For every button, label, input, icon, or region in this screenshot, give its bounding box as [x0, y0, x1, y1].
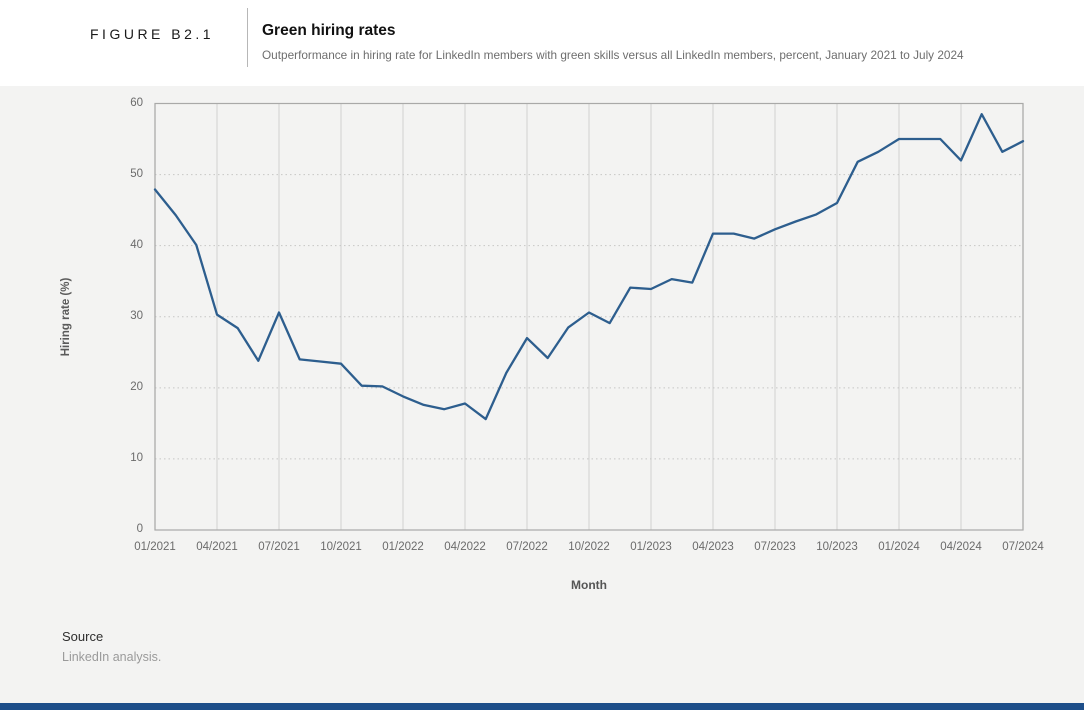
x-tick-label: 04/2022 — [444, 541, 486, 553]
x-tick-label: 07/2022 — [506, 541, 548, 553]
x-tick-label: 01/2023 — [630, 541, 672, 553]
y-tick-label: 60 — [130, 96, 143, 109]
y-tick-label: 30 — [130, 309, 143, 322]
y-tick-label: 20 — [130, 380, 143, 393]
x-axis-title: Month — [571, 578, 607, 592]
source-label: Source — [62, 629, 104, 644]
y-tick-label: 50 — [130, 167, 143, 180]
y-tick-label: 40 — [130, 238, 143, 251]
x-tick-label: 07/2023 — [754, 541, 796, 553]
data-line-green-hiring — [153, 113, 1025, 421]
x-tick-label: 10/2021 — [320, 541, 362, 553]
x-tick-label: 07/2021 — [258, 541, 300, 553]
x-tick-label: 01/2022 — [382, 541, 424, 553]
y-axis-title: Hiring rate (%) — [60, 277, 72, 357]
y-tick-label: 0 — [136, 523, 143, 535]
source-text: LinkedIn analysis. — [62, 650, 162, 664]
x-tick-label: 04/2024 — [940, 541, 982, 553]
bottom-accent-bar — [0, 703, 1084, 710]
figure-header: FIGURE B2.1 Green hiring rates Outperfor… — [0, 0, 1084, 86]
figure-label: FIGURE B2.1 — [90, 26, 215, 42]
x-tick-label: 07/2024 — [1002, 541, 1044, 553]
x-tick-label: 01/2024 — [878, 541, 920, 553]
x-tick-label: 04/2021 — [196, 541, 238, 553]
x-tick-label: 10/2022 — [568, 541, 610, 553]
plot-border — [154, 102, 1024, 531]
chart-background — [0, 86, 1084, 710]
x-tick-label: 04/2023 — [692, 541, 734, 553]
x-tick-label: 01/2021 — [134, 541, 176, 553]
x-tick-label: 10/2023 — [816, 541, 858, 553]
figure-subtitle: Outperformance in hiring rate for Linked… — [262, 48, 964, 62]
y-tick-label: 10 — [130, 451, 143, 464]
header-divider — [247, 8, 248, 67]
figure-title: Green hiring rates — [262, 22, 396, 39]
